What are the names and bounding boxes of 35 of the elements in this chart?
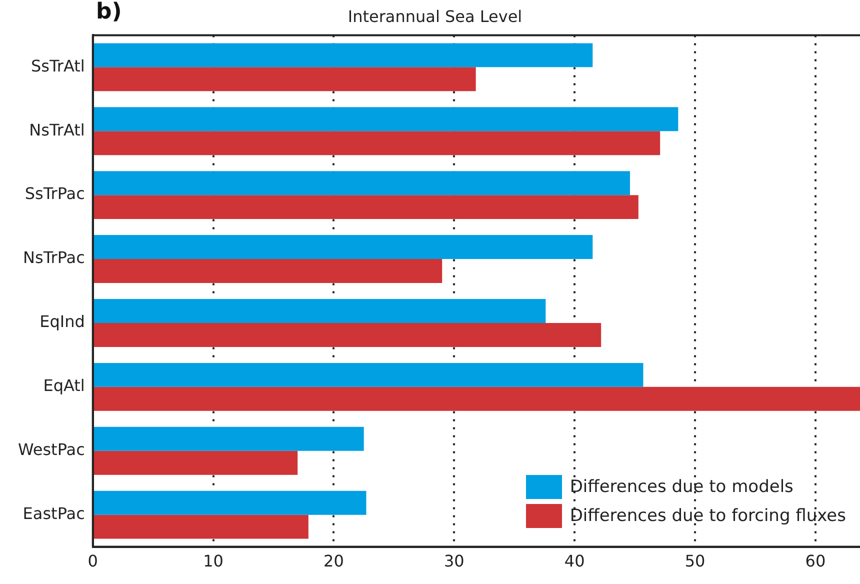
bar — [94, 362, 644, 387]
bar — [94, 298, 546, 323]
bar — [94, 322, 602, 347]
y-tick-label: NsTrPac — [23, 248, 85, 268]
bar — [94, 490, 366, 515]
legend-label: Differences due to forcing fluxes — [570, 506, 846, 526]
x-tick-label: 0 — [88, 552, 98, 571]
bar — [94, 67, 476, 92]
bar — [94, 426, 364, 451]
bar — [94, 107, 678, 132]
bar — [94, 43, 593, 68]
bar — [94, 259, 442, 284]
x-tick-label: 20 — [324, 552, 344, 571]
x-tick-label: 50 — [684, 552, 706, 571]
y-tick-label: EastPac — [22, 504, 85, 523]
bar — [94, 386, 860, 411]
x-tick-label: 10 — [203, 552, 224, 571]
text: b) — [96, 0, 122, 25]
bar — [94, 450, 298, 475]
x-tick-label: 40 — [564, 552, 585, 571]
bar — [94, 195, 638, 220]
x-tick-label: 60 — [805, 552, 826, 571]
y-tick-label: EqAtl — [43, 376, 85, 396]
y-tick-label: NsTrAtl — [29, 120, 85, 140]
bar — [94, 514, 308, 539]
y-tick-label: EqInd — [40, 312, 85, 332]
y-tick-label: SsTrPac — [24, 184, 85, 204]
y-tick-label: WestPac — [18, 440, 85, 460]
x-tick-label: 30 — [444, 552, 464, 571]
chart-title: Interannual Sea Level — [348, 6, 522, 26]
bar — [94, 131, 660, 156]
bar — [94, 171, 630, 196]
bar — [94, 235, 593, 260]
y-tick-label: SsTrAtl — [30, 56, 85, 76]
legend-label: Differences due to models — [570, 476, 794, 497]
